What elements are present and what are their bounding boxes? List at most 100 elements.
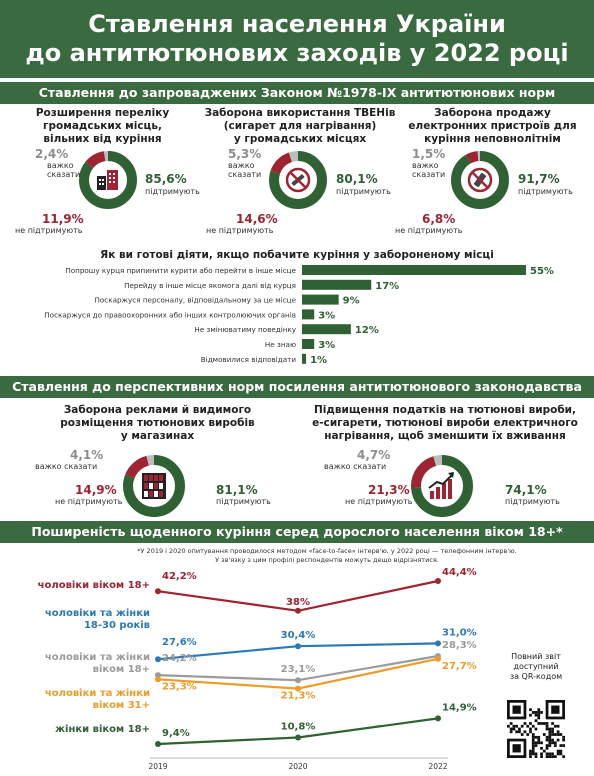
bar-value-label: 55% — [530, 266, 554, 277]
donut-chart-5 — [411, 455, 473, 517]
store-shelf-icon — [142, 473, 166, 499]
series-legend-label: чоловіки та жінки — [45, 652, 150, 663]
bar-category-label: Не змінюватиму поведінку — [194, 325, 296, 334]
card5-hard-label: важко сказати — [324, 462, 387, 471]
series-point — [435, 578, 441, 584]
no-heated-tobacco-icon — [285, 167, 311, 193]
card1-hard-label: важко сказати — [47, 161, 81, 179]
card3-oppose-label: не підтримують — [395, 226, 463, 235]
card5-hard-value: 4,7% — [357, 448, 391, 462]
data-label: 23,3% — [162, 681, 197, 692]
card2-oppose-label: не підтримують — [206, 226, 274, 235]
card1-oppose-value: 11,9% — [42, 212, 84, 226]
city-buildings-icon — [97, 170, 118, 190]
x-tick-label: 2022 — [428, 762, 447, 771]
series-legend-label: чоловіки та жінки — [45, 608, 150, 619]
bar — [302, 309, 315, 320]
series-point — [295, 677, 301, 684]
series-point — [435, 640, 441, 647]
bar-category-label: Поскаржуся персоналу, відповідальному за… — [95, 296, 297, 305]
card3-hard-value: 1,5% — [412, 147, 446, 161]
data-label: 27,6% — [162, 637, 197, 648]
series-point — [435, 715, 441, 722]
card2-support-value: 80,1% — [336, 172, 378, 186]
series-point — [155, 676, 161, 683]
series-legend-label: жінки віком 18+ — [55, 724, 150, 735]
bar — [302, 265, 526, 275]
card1-support-value: 85,6% — [145, 172, 187, 186]
data-label: 21,3% — [281, 691, 316, 702]
donut-chart-2 — [269, 151, 327, 209]
data-label: 44,4% — [442, 567, 477, 578]
series-legend-label: віком 31+ — [93, 700, 150, 711]
bar-value-label: 9% — [343, 296, 360, 307]
card4-oppose-label: не підтримують — [55, 497, 123, 506]
bar-value-label: 12% — [355, 325, 379, 336]
card1-hard-value: 2,4% — [35, 147, 69, 161]
x-tick-label: 2020 — [288, 762, 307, 771]
data-label: 10,8% — [281, 721, 316, 732]
data-label: 27,7% — [442, 661, 477, 672]
donut-slice-5-2 — [411, 455, 473, 517]
bar-category-label: Поскаржуся до правоохоронних або інших к… — [44, 310, 296, 319]
card4-hard-label: важко сказати — [35, 462, 98, 471]
qr-code-icon[interactable] — [507, 700, 565, 758]
series-legend-label: віком 18+ — [93, 664, 150, 675]
card2-hard-value: 5,3% — [228, 147, 262, 161]
page-title: Ставлення населення України до антитютюн… — [25, 10, 569, 67]
data-label: 9,4% — [162, 728, 190, 739]
bar-category-label: Попрошу курця припинити курити або перей… — [65, 266, 296, 275]
card2-support-label: підтримують — [336, 187, 391, 196]
data-label: 42,2% — [162, 571, 197, 582]
bar-category-label: Не знаю — [265, 340, 296, 349]
donut-chart-4 — [123, 455, 185, 517]
bar — [302, 339, 315, 349]
card3-support-label: підтримують — [518, 187, 573, 196]
series-point — [295, 734, 301, 741]
data-label: 30,4% — [281, 630, 316, 641]
bar-category-label: Перейду в інше місце якомога далі від ку… — [124, 281, 296, 290]
line-chart: 2019 2020 2022 42,2% 38% 44,4% чоловіки віком … — [38, 567, 477, 771]
card1-support-label: підтримують — [145, 187, 200, 196]
x-tick-label: 2019 — [148, 762, 167, 771]
series-legend-label: чоловіки та жінки — [45, 688, 150, 699]
card2-oppose-value: 14,6% — [236, 212, 278, 226]
card3-hard-label: важко сказати — [412, 161, 446, 179]
card5-support-label: підтримують — [505, 497, 560, 506]
data-label: 24,2% — [162, 653, 197, 664]
card1-title: Розширення переліку громадських місць, в… — [35, 107, 170, 145]
bar — [302, 279, 372, 290]
qr-caption: Повний звіт доступний за QR-кодом — [509, 652, 563, 681]
series-point — [155, 672, 161, 679]
series-point — [295, 685, 301, 692]
data-label: 38% — [286, 597, 310, 608]
donut-slice-3-3 — [451, 151, 509, 209]
series-point — [155, 656, 161, 663]
series-point — [295, 607, 301, 614]
card2-title: Заборона використання ТВЕНів (сигарет дл… — [204, 107, 396, 145]
donut-chart-1 — [79, 151, 137, 209]
header-banner: Ставлення населення України до антитютюн… — [0, 0, 594, 78]
card4-support-value: 81,1% — [216, 483, 258, 497]
bar — [302, 353, 307, 364]
series-point — [155, 588, 161, 595]
card3-title: Заборона продажу електронних пристроїв д… — [408, 107, 577, 145]
card3-support-value: 91,7% — [518, 172, 560, 186]
data-label: 31,0% — [442, 627, 477, 638]
section3-title: Поширеність щоденного куріння серед доро… — [0, 521, 594, 543]
card4-support-label: підтримують — [216, 497, 271, 506]
section1-title: Ставлення до запроваджених Законом №1978… — [0, 82, 594, 104]
bars-title: Як ви готові діяти, якщо побачите курінн… — [100, 249, 494, 261]
series-legend-label: чоловіки віком 18+ — [38, 580, 150, 591]
section2-title: Ставлення до перспективних норм посиленн… — [0, 376, 594, 398]
card4-title: Заборона реклами й видимого розміщення т… — [60, 404, 255, 442]
donut-chart-3 — [451, 151, 509, 209]
card1-oppose-label: не підтримують — [15, 226, 83, 235]
horizontal-bar-chart: Попрошу курця припинити курити або перей… — [44, 265, 554, 366]
card5-support-value: 74,1% — [505, 483, 547, 497]
bar — [302, 324, 351, 335]
series-point — [155, 741, 161, 747]
card5-title: Підвищення податків на тютюнові вироби, … — [312, 404, 578, 442]
bar-value-label: 17% — [375, 281, 399, 292]
